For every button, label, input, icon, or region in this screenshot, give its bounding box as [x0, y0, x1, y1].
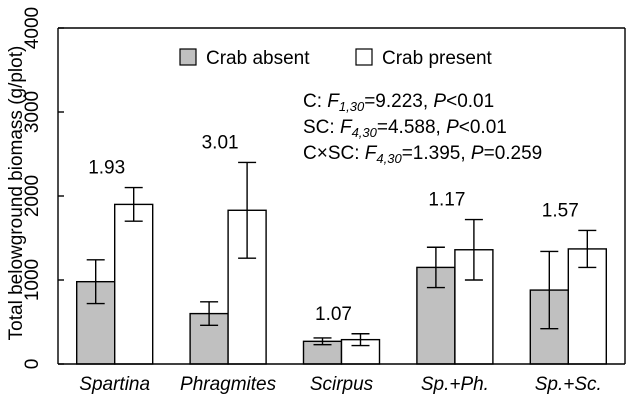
x-tick-label: Scirpus — [310, 374, 374, 395]
y-tick-label: 3000 — [22, 91, 43, 133]
legend-label: Crab present — [382, 48, 493, 69]
y-tick-label: 4000 — [22, 7, 43, 49]
x-tick-label: Sp.+Sc. — [535, 374, 602, 395]
ratio-label: 1.57 — [542, 200, 579, 221]
x-tick-label: Sp.+Ph. — [421, 374, 489, 395]
ratio-label: 1.17 — [428, 190, 465, 211]
ratio-label: 1.93 — [88, 158, 125, 179]
ratio-label: 3.01 — [202, 132, 239, 153]
bar-crab-present — [113, 203, 154, 365]
error-bars-group — [86, 161, 597, 347]
stat-line: C: F1,30=9.223, P<0.01 — [303, 91, 494, 114]
ratio-label: 1.07 — [315, 304, 352, 325]
stat-line: SC: F4,30=4.588, P<0.01 — [303, 117, 507, 140]
legend-swatch — [355, 48, 373, 66]
y-tick-label: 0 — [22, 359, 43, 370]
axes-group: Spartina Phragmites Scirpus Sp.+Ph. Sp.+Sc. 0… — [22, 7, 626, 395]
legend: Crab absent Crab present — [179, 48, 493, 69]
x-tick-label: Spartina — [79, 374, 150, 395]
y-tick-label: 1000 — [22, 259, 43, 301]
bars-group — [75, 203, 607, 365]
y-tick-label: 2000 — [22, 175, 43, 217]
statistics-annotation: C: F1,30=9.223, P<0.01 SC: F4,30=4.588, P… — [303, 91, 542, 166]
x-tick-label: Phragmites — [180, 374, 277, 395]
legend-swatch — [179, 48, 197, 66]
ratio-labels-group: 1.93 3.01 1.07 1.17 1.57 — [88, 132, 579, 324]
stat-line: C×SC: F4,30=1.395, P=0.259 — [303, 143, 542, 166]
y-axis-label: Total belowground biomass (g/plot) — [6, 46, 27, 341]
legend-label: Crab absent — [206, 48, 310, 69]
